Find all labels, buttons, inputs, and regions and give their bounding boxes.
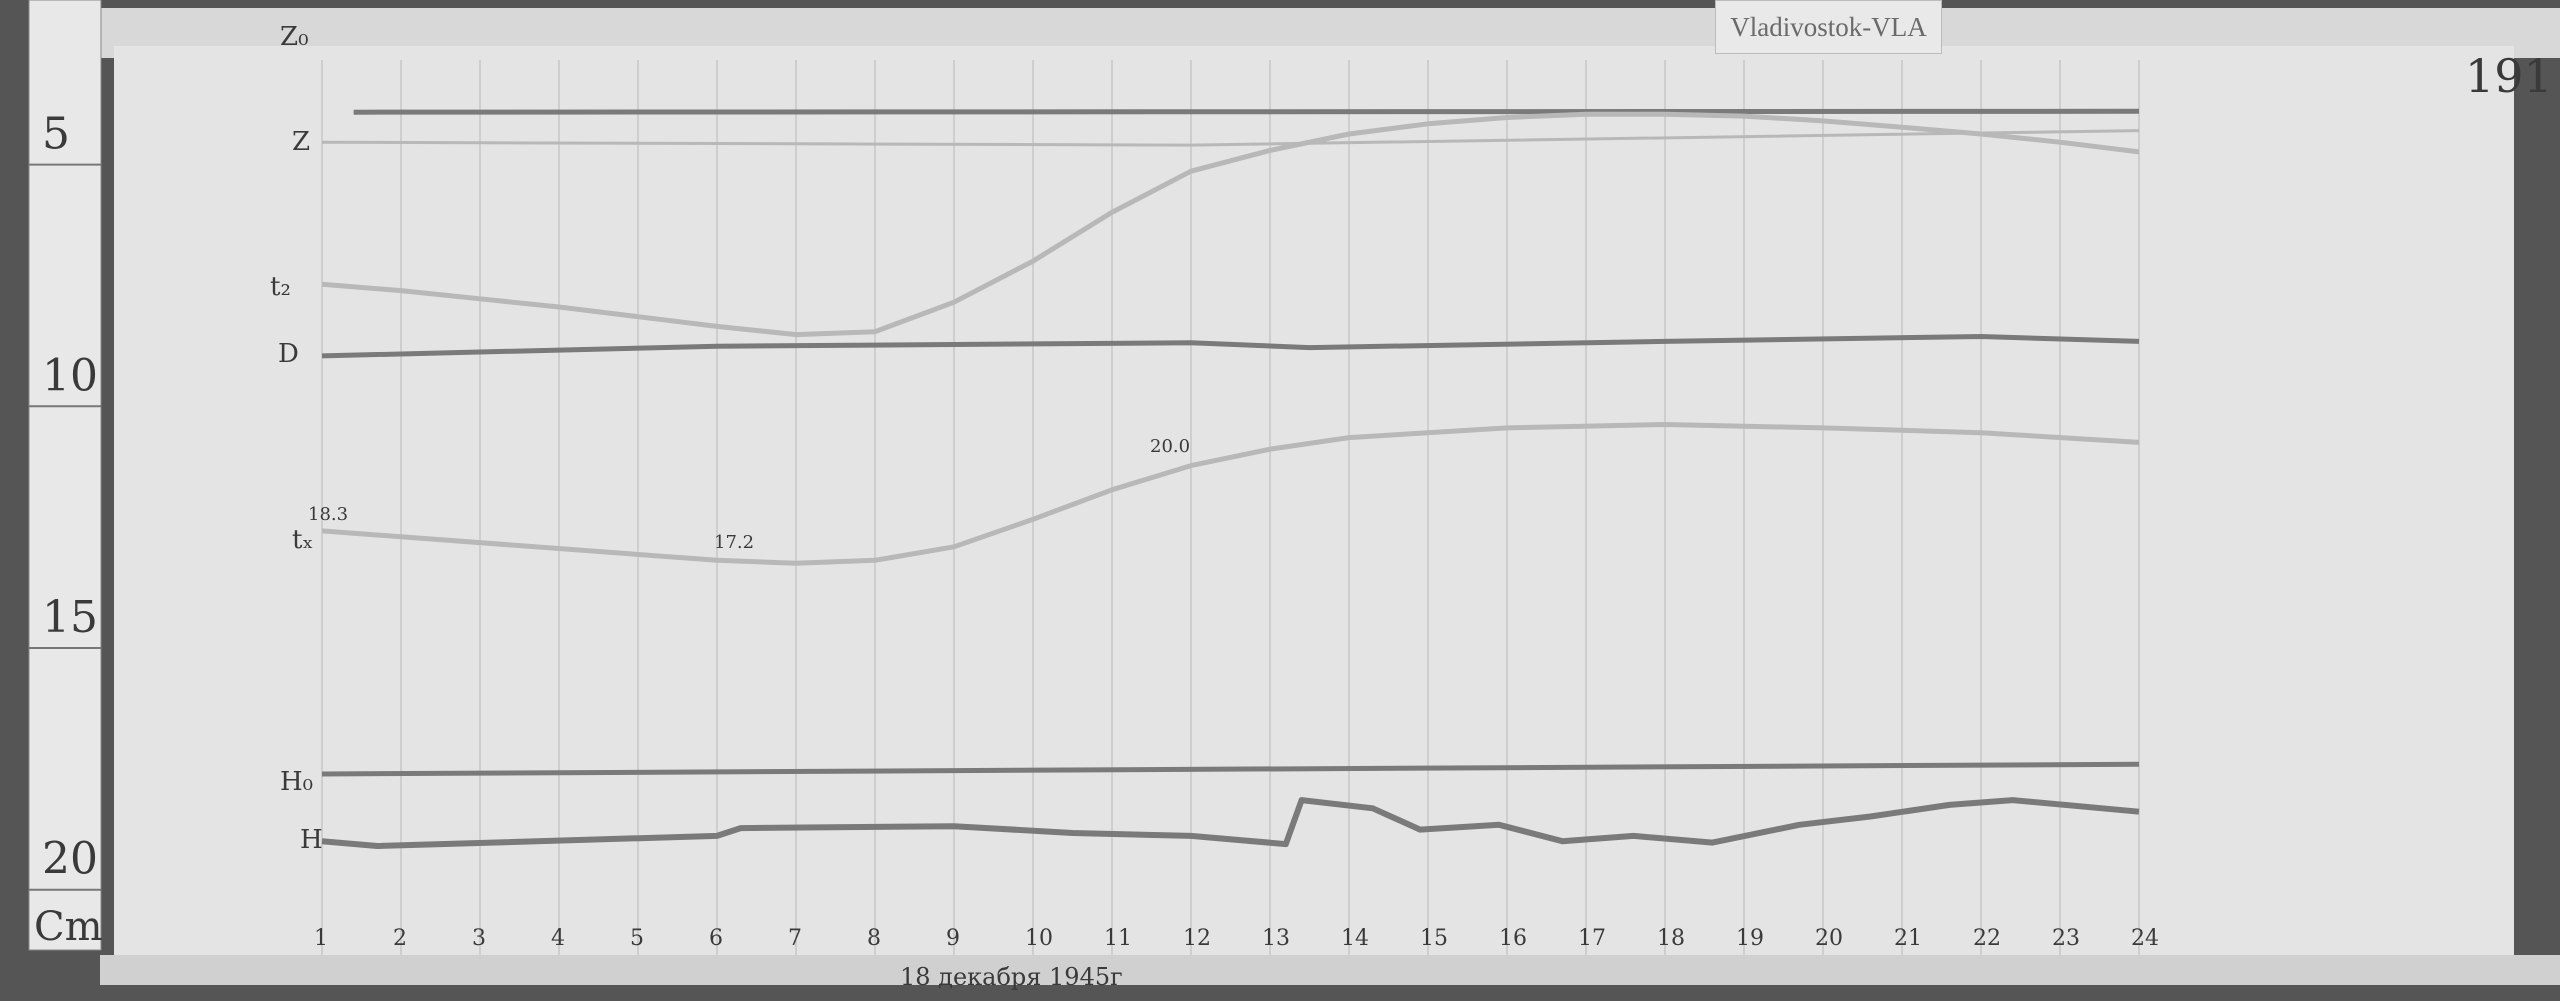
x-tick-label: 12 [1183, 926, 1211, 951]
x-tick-label: 19 [1736, 926, 1764, 951]
x-tick-label: 16 [1499, 926, 1527, 951]
date-note: 18 декабря 1945г [900, 963, 1123, 991]
x-tick-label: 5 [630, 926, 644, 951]
trace-line [321, 761, 2140, 777]
x-tick-label: 3 [472, 926, 486, 951]
value-annotation: 20.0 [1150, 436, 1190, 457]
x-tick-label: 22 [1973, 926, 2001, 951]
x-tick-label: 24 [2131, 926, 2159, 951]
value-annotation: 17.2 [714, 532, 754, 553]
trace-label-h: H [300, 825, 323, 855]
ruler-label: 5 [42, 109, 70, 160]
trace-line [321, 129, 2140, 147]
ruler-label: 20 [42, 834, 98, 885]
cm-ruler [28, 0, 102, 951]
station-tag: Vladivostok-VLA [1715, 0, 1942, 54]
trace-label-d: D [278, 339, 299, 369]
x-tick-label: 11 [1104, 926, 1132, 951]
trace-line [321, 334, 2140, 359]
ruler-label: 10 [42, 350, 98, 401]
x-tick-label: 23 [2052, 926, 2080, 951]
paper-sheet [114, 46, 2514, 956]
x-tick-label: 18 [1657, 926, 1685, 951]
x-tick-label: 17 [1578, 926, 1606, 951]
x-tick-label: 20 [1815, 926, 1843, 951]
x-tick-label: 7 [788, 926, 802, 951]
x-tick-label: 2 [393, 926, 407, 951]
trace-line [353, 108, 2140, 115]
x-tick-label: 4 [551, 926, 565, 951]
value-annotation: 18.3 [308, 504, 348, 525]
trace-line [321, 422, 2140, 566]
sheet-number: 191 [2465, 49, 2553, 103]
trace-label-z: Z [292, 127, 310, 157]
x-tick-label: 14 [1341, 926, 1369, 951]
x-tick-label: 10 [1025, 926, 1053, 951]
x-tick-label: 6 [709, 926, 723, 951]
trace-label-z0: Z₀ [280, 22, 309, 52]
trace-line [321, 111, 2140, 338]
ruler-unit: Cm [34, 904, 103, 950]
bottom-strip [100, 955, 2560, 985]
x-tick-label: 1 [314, 926, 328, 951]
trace-label-tx: tₓ [292, 525, 313, 555]
x-tick-label: 13 [1262, 926, 1290, 951]
ruler-label: 15 [42, 592, 98, 643]
x-tick-label: 8 [867, 926, 881, 951]
x-tick-label: 15 [1420, 926, 1448, 951]
x-tick-label: 21 [1894, 926, 1922, 951]
trace-label-h0: H₀ [280, 767, 313, 797]
trace-label-t2: t₂ [270, 272, 291, 302]
x-tick-label: 9 [946, 926, 960, 951]
trace-line [321, 797, 2140, 849]
